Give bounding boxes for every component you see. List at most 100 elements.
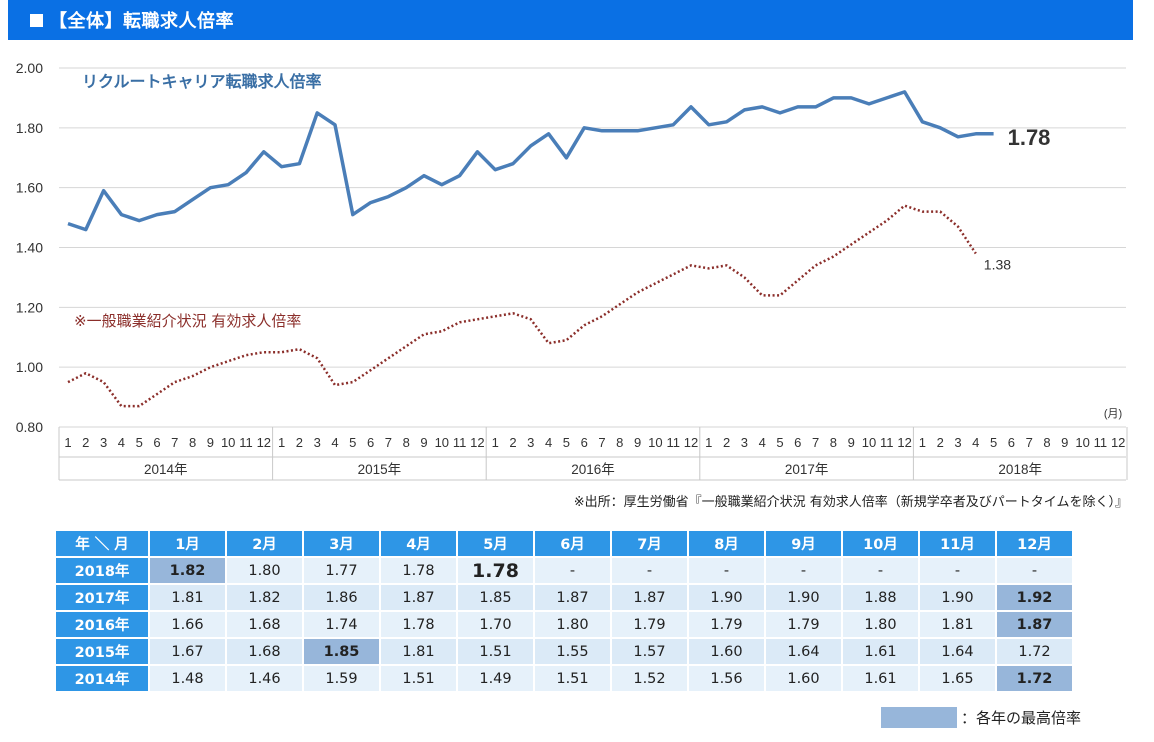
value-cell: 1.51 [535,666,610,691]
month-header: 4月 [381,531,456,556]
value-cell: 1.87 [535,585,610,610]
x-tick-label: 2 [723,435,730,450]
x-tick-label: 8 [403,435,410,450]
value-cell: 1.80 [535,612,610,637]
value-cell: 1.56 [689,666,764,691]
x-tick-label: 5 [136,435,143,450]
month-header: 8月 [689,531,764,556]
x-tick-label: 5 [563,435,570,450]
x-tick-label: 4 [545,435,552,450]
value-cell: 1.72 [997,639,1072,664]
value-cell: 1.80 [843,612,918,637]
x-tick-label: 2 [937,435,944,450]
value-cell: 1.72 [997,666,1072,691]
value-cell: 1.78 [381,612,456,637]
value-cell: - [920,558,995,583]
month-header: 1月 [150,531,225,556]
x-tick-label: 11 [239,435,253,450]
value-cell: 1.70 [458,612,533,637]
value-cell: 1.86 [304,585,379,610]
x-tick-label: 1 [705,435,712,450]
x-tick-label: 10 [221,435,235,450]
value-cell: - [612,558,687,583]
x-tick-label: 12 [1111,435,1125,450]
value-cell: 1.90 [689,585,764,610]
x-tick-label: 8 [189,435,196,450]
value-cell: 1.87 [381,585,456,610]
value-cell: 1.52 [612,666,687,691]
line-chart: 0.801.001.201.401.601.802.001 2 3 4 5 6 7 8 9 10 1… [16,60,1128,481]
value-cell: 1.81 [381,639,456,664]
x-tick-label: 6 [1008,435,1015,450]
x-tick-label: 9 [207,435,214,450]
month-header: 11月 [920,531,995,556]
value-cell: 1.82 [227,585,302,610]
x-tick-label: 11 [666,435,680,450]
x-tick-label: 2 [509,435,516,450]
value-cell: 1.60 [689,639,764,664]
page-title: 【全体】転職求人倍率 [49,11,234,32]
year-label: 2015年 [358,462,402,477]
value-cell: 1.60 [766,666,841,691]
job-offer-ratio-line [67,204,977,408]
x-tick-label: 12 [897,435,911,450]
x-tick-label: 7 [171,435,178,450]
value-cell: 1.61 [843,639,918,664]
value-cell: 1.59 [304,666,379,691]
x-tick-label: 8 [1043,435,1050,450]
value-cell: 1.78 [458,558,533,583]
x-tick-label: 4 [118,435,125,450]
series-name-label: ※一般職業紹介状況 有効求人倍率 [74,312,301,330]
x-tick-label: 2 [296,435,303,450]
value-cell: 1.48 [150,666,225,691]
legend-swatch [881,707,957,728]
table-row: 2014年 1.48 1.46 1.59 1.51 1.49 1.51 1.52 1.56 1.6… [56,666,1072,691]
value-cell: 1.67 [150,639,225,664]
value-cell: 1.79 [766,612,841,637]
y-tick-label: 1.00 [16,359,43,375]
month-header: 12月 [997,531,1072,556]
x-tick-label: 10 [648,435,662,450]
value-cell: 1.90 [920,585,995,610]
x-tick-label: 7 [385,435,392,450]
value-cell: - [689,558,764,583]
x-tick-label: 7 [1026,435,1033,450]
year-cell: 2017年 [56,585,148,610]
year-cell: 2014年 [56,666,148,691]
x-tick-label: 10 [435,435,449,450]
value-cell: - [535,558,610,583]
square-bullet-icon [30,13,43,27]
x-tick-label: 11 [453,435,467,450]
x-tick-label: 10 [1075,435,1089,450]
y-tick-label: 2.00 [16,60,43,76]
legend: ：各年の最高倍率 [881,707,1081,728]
value-cell: 1.57 [612,639,687,664]
x-tick-label: 3 [100,435,107,450]
value-cell: 1.82 [150,558,225,583]
y-tick-label: 1.80 [16,120,43,136]
y-tick-label: 1.40 [16,240,43,256]
value-cell: 1.66 [150,612,225,637]
x-tick-label: 6 [153,435,160,450]
x-tick-label: 2 [82,435,89,450]
value-cell: 1.85 [304,639,379,664]
x-tick-label: 1 [64,435,71,450]
year-label: 2016年 [571,462,615,477]
table-corner-header: 年 ＼ 月 [56,531,148,556]
x-tick-label: 7 [598,435,605,450]
value-cell: 1.68 [227,639,302,664]
value-cell: 1.64 [766,639,841,664]
value-cell: 1.90 [766,585,841,610]
data-table: 年 ＼ 月 1月 2月 3月 4月 5月 6月 7月 8月 9月 10月 11月 12月 2018年 1… [54,529,1074,693]
month-unit-label: (月) [1104,408,1122,420]
month-header: 7月 [612,531,687,556]
value-cell: 1.81 [920,612,995,637]
value-cell: 1.49 [458,666,533,691]
x-tick-label: 6 [794,435,801,450]
month-header: 10月 [843,531,918,556]
value-cell: 1.92 [997,585,1072,610]
x-tick-label: 3 [527,435,534,450]
x-tick-label: 5 [776,435,783,450]
value-cell: 1.87 [997,612,1072,637]
x-tick-label: 3 [741,435,748,450]
